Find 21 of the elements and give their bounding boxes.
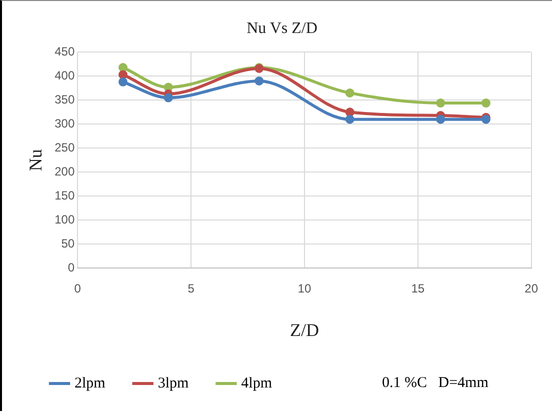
y-tick-label: 450 xyxy=(54,44,75,59)
y-tick-label: 50 xyxy=(61,236,75,250)
x-tick-label: 15 xyxy=(411,282,425,296)
y-tick-label: 300 xyxy=(54,116,75,130)
y-tick-label: 400 xyxy=(54,68,75,82)
y-tick-label: 200 xyxy=(54,164,75,178)
text: 0.1 %C D=4mm xyxy=(382,375,488,392)
y-tick-label: 0 xyxy=(68,260,75,274)
x-tick-label: 10 xyxy=(298,282,312,296)
x-tick-label: 20 xyxy=(524,282,538,296)
x-axis-title: Z/D xyxy=(290,320,319,340)
y-tick-label: 100 xyxy=(54,212,75,226)
y-tick-label: 150 xyxy=(54,188,75,202)
y-tick-label: 350 xyxy=(54,92,75,106)
legend-label: 2lpm xyxy=(74,375,106,392)
y-axis-title: Nu xyxy=(26,149,46,172)
x-tick-label: 5 xyxy=(188,282,195,296)
legend-label: 3lpm xyxy=(158,375,189,392)
legend-label: 4lpm xyxy=(241,375,272,392)
y-tick-label: 250 xyxy=(54,140,75,154)
chart-title: Nu Vs Z/D xyxy=(246,20,318,37)
